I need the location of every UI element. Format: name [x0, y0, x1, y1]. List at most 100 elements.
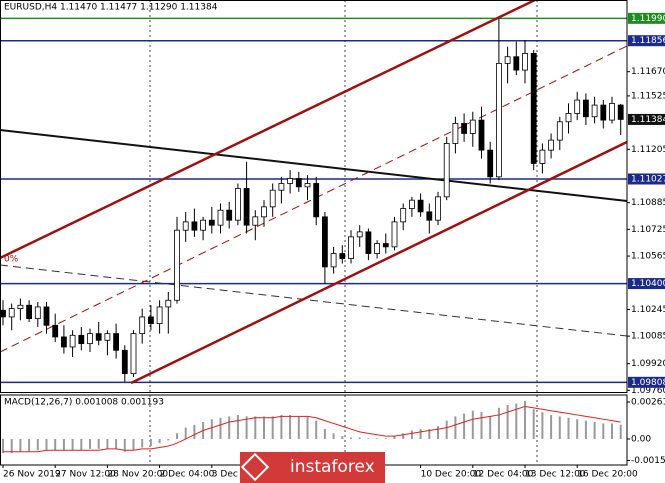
candle-body	[234, 188, 241, 221]
level-label: 1.11856	[631, 36, 665, 46]
candle-body	[452, 123, 459, 144]
candle-body	[426, 211, 433, 221]
candle-body	[269, 189, 276, 208]
y-tick-label: 0.002615	[631, 398, 665, 408]
macd-bar	[236, 414, 239, 439]
y-tick-label: 0.00	[631, 434, 651, 444]
channel-line	[130, 140, 628, 385]
macd-bar	[2, 438, 4, 454]
macd-bar	[115, 438, 118, 449]
macd-bar	[332, 433, 335, 439]
candle-body	[565, 113, 572, 123]
candle-body	[539, 149, 546, 164]
candles-layer	[0, 18, 624, 382]
candle-body	[174, 229, 180, 301]
trend-line	[0, 129, 628, 202]
macd-bar	[210, 419, 213, 439]
candle-body	[382, 243, 389, 248]
macd-bar	[350, 437, 352, 439]
macd-bar	[184, 427, 187, 439]
macd-bar	[315, 420, 318, 439]
macd-bar	[280, 414, 283, 439]
candle-body	[591, 104, 598, 118]
candle-body	[52, 324, 59, 338]
macd-bar	[419, 429, 422, 439]
candle-body	[0, 309, 6, 318]
chart-title: EURUSD,H4 1.11470 1.11477 1.11290 1.1138…	[4, 3, 218, 13]
macd-bar	[506, 405, 509, 439]
macd-bar	[228, 416, 231, 439]
level-label-box	[628, 12, 665, 24]
candle-body	[26, 304, 33, 320]
macd-bar	[289, 414, 292, 439]
candle-body	[165, 299, 172, 308]
candle-body	[208, 219, 215, 226]
macd-bar	[515, 403, 518, 439]
macd-bar	[28, 438, 31, 452]
macd-bar	[254, 416, 257, 439]
candle-body	[469, 119, 476, 134]
candle-body	[278, 183, 285, 191]
macd-bar	[89, 438, 91, 449]
y-tick-label: 1.10085	[631, 332, 665, 342]
macd-bar	[54, 438, 57, 451]
candle-body	[339, 253, 346, 259]
y-tick-label: 1.11205	[631, 145, 665, 155]
candle-body	[574, 99, 581, 114]
trend-lines	[0, 0, 628, 385]
candle-body	[495, 62, 502, 178]
macd-bar	[219, 417, 222, 439]
candle-body	[583, 99, 589, 118]
candle-body	[147, 316, 154, 325]
candle-body	[261, 206, 267, 218]
macd-bar	[532, 409, 535, 439]
level-label: 1.09808	[631, 378, 665, 388]
x-tick-label: 28 Nov 20:00	[107, 470, 168, 480]
candle-body	[348, 236, 354, 259]
candle-body	[400, 208, 407, 223]
axis-layer: 1.11670 1.11525 1.11205 1.10885 1.10725 1.105…	[2, 12, 665, 480]
y-tick-label: 1.11670	[631, 67, 665, 77]
macd-bar	[271, 416, 274, 439]
macd-bar	[323, 429, 326, 439]
macd-bar	[558, 416, 561, 439]
y-tick-label: 1.11525	[631, 91, 665, 101]
level-label-box	[628, 376, 665, 388]
levels-layer	[0, 17, 627, 384]
candle-body	[130, 333, 137, 375]
candle-body	[330, 253, 337, 268]
candle-body	[69, 334, 76, 348]
signal-line	[3, 405, 621, 453]
candle-body	[304, 183, 311, 188]
macd-bar	[619, 424, 622, 439]
candle-body	[191, 221, 198, 231]
y-tick-label: 1.09760	[631, 386, 665, 396]
candle-body	[513, 56, 520, 71]
fibo-label: 0%	[4, 255, 19, 265]
candle-body	[17, 304, 24, 309]
candle-body	[548, 139, 554, 151]
macd-bar	[497, 407, 500, 439]
macd-bar	[36, 438, 39, 451]
macd-bar	[80, 438, 83, 451]
macd-bar	[524, 400, 526, 439]
candle-body	[522, 52, 528, 71]
macd-bar	[393, 436, 396, 439]
x-tick-label: 12 Dec 04:00	[473, 470, 534, 480]
candle-body	[139, 316, 146, 335]
macd-bar	[480, 412, 483, 439]
watermark-logo	[240, 452, 270, 482]
candle-body	[313, 183, 320, 218]
candle-body	[443, 143, 450, 198]
last-price-label: 1.11384	[631, 115, 665, 125]
macd-bar	[193, 424, 196, 439]
level-label-box	[628, 278, 665, 290]
macd-bar	[428, 429, 431, 439]
candle-body	[87, 333, 93, 345]
macd-bar	[167, 438, 170, 441]
candle-body	[287, 178, 294, 184]
candle-body	[78, 334, 85, 345]
candle-body	[61, 336, 67, 348]
